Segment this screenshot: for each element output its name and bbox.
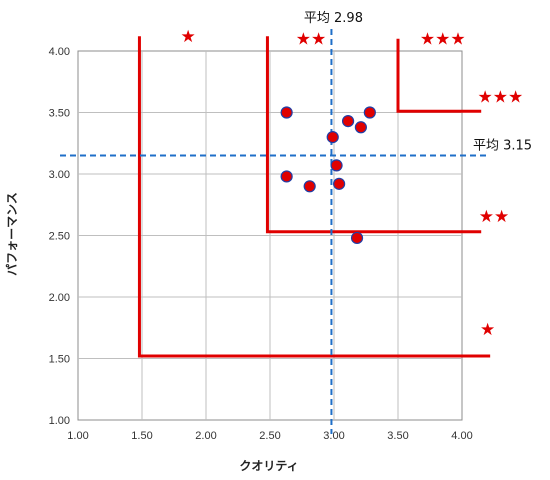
zone-boundary: [396, 38, 482, 113]
x-tick-label: 1.00: [67, 430, 88, 442]
star-rating-label: ★★: [296, 30, 326, 50]
y-tick-label: 3.50: [49, 108, 70, 120]
star-rating-label: ★★: [479, 207, 509, 227]
y-average-label: 平均 3.15: [473, 139, 532, 154]
data-point: [350, 231, 364, 245]
data-points: [280, 106, 376, 245]
data-point: [341, 115, 355, 128]
y-tick-label: 1.00: [49, 415, 70, 427]
data-point: [326, 131, 339, 144]
average-lines: [60, 29, 486, 434]
x-tick-label: 4.00: [451, 430, 472, 442]
grid: [77, 50, 463, 421]
x-tick-label: 1.50: [131, 430, 152, 442]
y-tick-label: 2.00: [49, 292, 70, 304]
y-tick-label: 4.00: [49, 46, 70, 58]
data-point: [354, 121, 367, 134]
zone-boundary: [265, 36, 482, 234]
y-tick-label: 1.50: [49, 354, 70, 366]
star-rating-label: ★: [180, 27, 195, 47]
x-average-label: 平均 2.98: [304, 11, 363, 26]
x-tick-label: 3.00: [323, 430, 344, 442]
zone-boundary: [137, 36, 491, 358]
x-axis-title: クオリティ: [239, 459, 298, 473]
data-point: [280, 170, 293, 183]
star-rating-label: ★: [480, 320, 495, 340]
x-tick-label: 2.50: [259, 430, 280, 442]
data-point: [330, 159, 343, 172]
star-rating-label: ★★★: [478, 88, 524, 108]
y-tick-label: 3.00: [49, 169, 70, 181]
data-point: [333, 177, 346, 190]
data-point: [303, 180, 316, 193]
x-tick-label: 2.00: [195, 430, 216, 442]
tick-labels: 1.00 1.50 2.00 2.50 3.00 3.50 4.00 1.00 1.50 2.00…: [49, 46, 473, 442]
star-labels: ★ ★★ ★★★★★★★★★: [180, 27, 523, 340]
y-axis-title: パフォーマンス: [5, 192, 19, 276]
star-rating-label: ★★★: [420, 30, 466, 50]
y-tick-label: 2.50: [49, 231, 70, 243]
rating-zones: [137, 36, 491, 358]
data-point: [363, 106, 376, 119]
data-point: [280, 106, 293, 119]
x-tick-label: 3.50: [387, 430, 408, 442]
